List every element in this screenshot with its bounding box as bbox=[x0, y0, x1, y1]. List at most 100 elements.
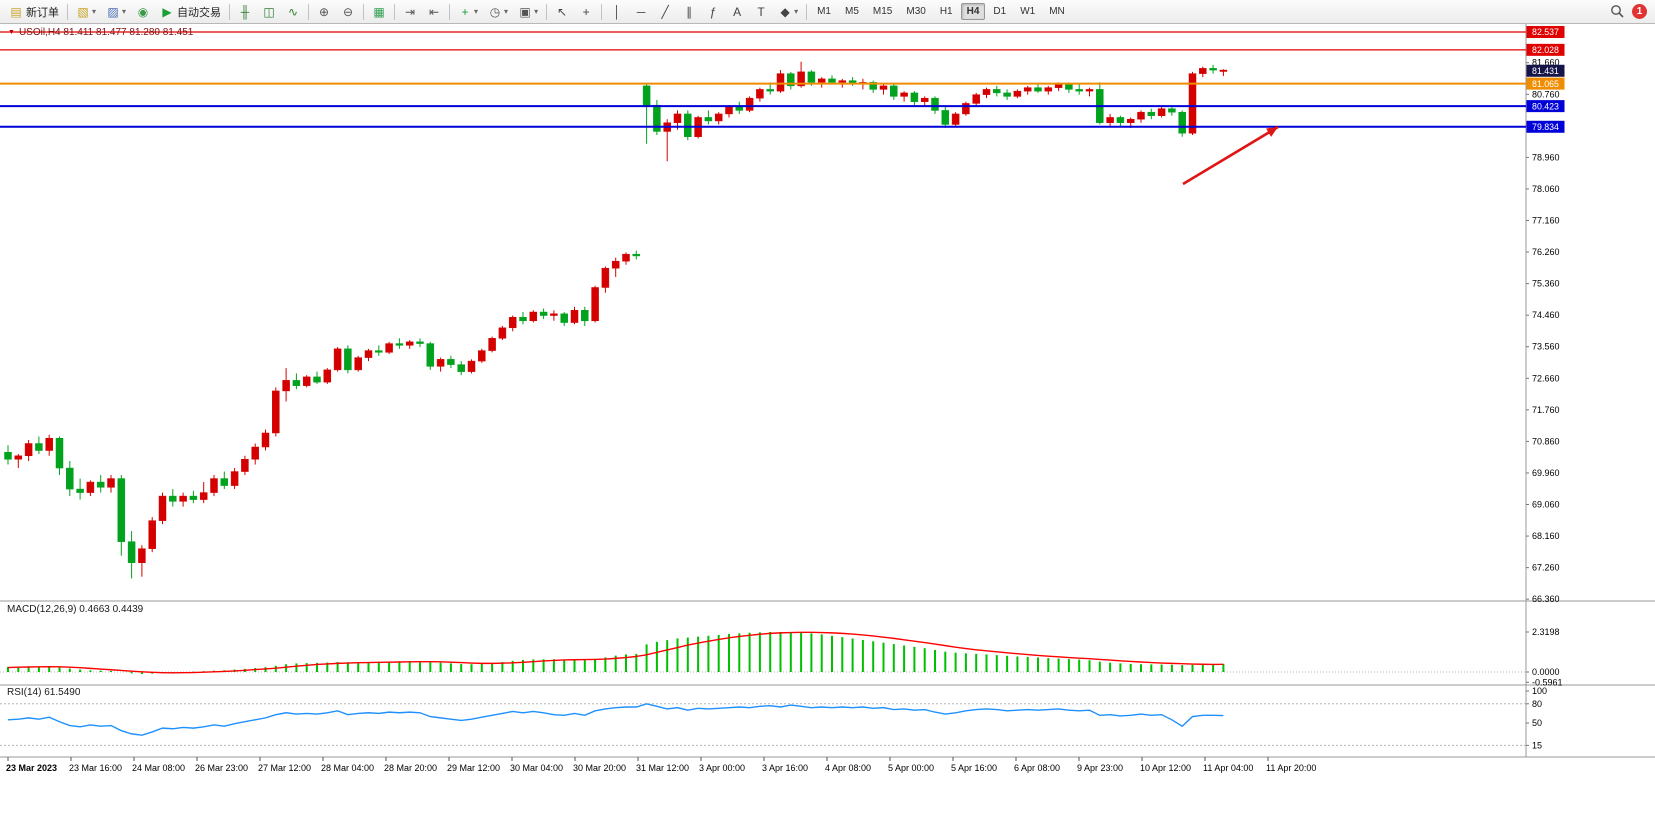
profiles-button[interactable]: ▨ ▾ bbox=[102, 1, 130, 23]
timeframe-h1-button[interactable]: H1 bbox=[939, 6, 953, 17]
new-chart-icon: ▧ bbox=[77, 4, 89, 19]
vertical-line-button[interactable]: │ bbox=[606, 1, 628, 23]
channel-button[interactable]: ∥ bbox=[678, 1, 700, 23]
arrow-annotation[interactable] bbox=[1182, 125, 1279, 186]
crosshair-button[interactable]: + bbox=[575, 1, 597, 23]
toolbar-separator bbox=[601, 3, 603, 20]
svg-text:82.537: 82.537 bbox=[1532, 27, 1559, 37]
chart-canvas[interactable]: 81.66080.76079.86078.96078.06077.16076.2… bbox=[0, 24, 1655, 828]
arrows-icon: ◆ bbox=[780, 4, 790, 19]
svg-text:3 Apr 00:00: 3 Apr 00:00 bbox=[699, 763, 745, 773]
svg-text:75.360: 75.360 bbox=[1532, 279, 1560, 289]
svg-text:69.960: 69.960 bbox=[1532, 468, 1560, 478]
svg-text:78.960: 78.960 bbox=[1532, 152, 1560, 162]
auto-trading-icon: ▶ bbox=[162, 4, 172, 19]
chevron-down-icon: ▾ bbox=[794, 7, 799, 16]
svg-text:71.760: 71.760 bbox=[1532, 405, 1560, 415]
chart-shift-button[interactable]: ⇤ bbox=[423, 1, 445, 23]
auto-scroll-icon: ⇥ bbox=[405, 4, 416, 19]
toolbar-separator bbox=[449, 3, 451, 20]
svg-text:80: 80 bbox=[1532, 699, 1542, 709]
fibonacci-button[interactable]: ƒ bbox=[702, 1, 724, 23]
svg-text:2.3198: 2.3198 bbox=[1532, 627, 1560, 637]
svg-text:73.560: 73.560 bbox=[1532, 342, 1560, 352]
svg-text:69.060: 69.060 bbox=[1532, 500, 1560, 510]
svg-text:72.660: 72.660 bbox=[1532, 373, 1560, 383]
templates-icon: ▣ bbox=[519, 4, 531, 19]
text-button[interactable]: A bbox=[726, 1, 748, 23]
timeframe-mn-button[interactable]: MN bbox=[1049, 6, 1065, 17]
auto-scroll-button[interactable]: ⇥ bbox=[399, 1, 421, 23]
tile-windows-button[interactable]: ▦ bbox=[368, 1, 390, 23]
periods-clock-button[interactable]: ◷ ▾ bbox=[484, 1, 512, 23]
timeframe-d1-button[interactable]: D1 bbox=[993, 6, 1007, 17]
horizontal-line-button[interactable]: ─ bbox=[630, 1, 652, 23]
svg-text:3 Apr 16:00: 3 Apr 16:00 bbox=[762, 763, 808, 773]
timeframe-m15-button[interactable]: M15 bbox=[872, 6, 893, 17]
rsi-panel: 100 80 50 15 bbox=[0, 686, 1547, 750]
text-icon: A bbox=[733, 4, 742, 19]
svg-text:74.460: 74.460 bbox=[1532, 310, 1560, 320]
svg-text:76.260: 76.260 bbox=[1532, 247, 1560, 257]
trendline-button[interactable]: ╱ bbox=[654, 1, 676, 23]
svg-text:5 Apr 00:00: 5 Apr 00:00 bbox=[888, 763, 934, 773]
svg-text:30 Mar 04:00: 30 Mar 04:00 bbox=[510, 763, 563, 773]
svg-text:79.834: 79.834 bbox=[1532, 122, 1559, 132]
chart-window: 81.66080.76079.86078.96078.06077.16076.2… bbox=[0, 24, 1655, 828]
macd-signal-line bbox=[7, 631, 1224, 674]
svg-text:66.360: 66.360 bbox=[1532, 594, 1560, 604]
svg-text:10 Apr 12:00: 10 Apr 12:00 bbox=[1140, 763, 1191, 773]
svg-text:9 Apr 23:00: 9 Apr 23:00 bbox=[1077, 763, 1123, 773]
line-chart-button[interactable]: ∿ bbox=[282, 1, 304, 23]
svg-text:-0.5961: -0.5961 bbox=[1532, 677, 1563, 687]
new-order-button[interactable]: ▤ 新订单 bbox=[5, 1, 63, 23]
timeframe-m5-button[interactable]: M5 bbox=[845, 6, 859, 17]
new-chart-button[interactable]: ▧ ▾ bbox=[72, 1, 100, 23]
svg-text:6 Apr 08:00: 6 Apr 08:00 bbox=[1014, 763, 1060, 773]
chevron-down-icon: ▾ bbox=[534, 7, 539, 16]
timeframe-m1-button[interactable]: M1 bbox=[817, 6, 831, 17]
templates-button[interactable]: ▣ ▾ bbox=[514, 1, 542, 23]
symbol-ohlc-text: USOil,H4 81.411 81.477 81.280 81.451 bbox=[18, 27, 194, 38]
macd-panel: 2.3198 0.0000-0.5961 bbox=[0, 627, 1563, 687]
svg-text:67.260: 67.260 bbox=[1532, 563, 1560, 573]
indicators-button[interactable]: + ▾ bbox=[454, 1, 482, 23]
rsi-indicator-label: RSI(14) 61.5490 bbox=[7, 687, 81, 698]
search-button[interactable] bbox=[1607, 4, 1628, 19]
indicators-icon: + bbox=[461, 4, 469, 19]
cursor-button[interactable]: ↖ bbox=[551, 1, 573, 23]
horizontal-line-icon: ─ bbox=[636, 4, 646, 19]
svg-text:30 Mar 20:00: 30 Mar 20:00 bbox=[573, 763, 626, 773]
svg-text:15: 15 bbox=[1532, 740, 1542, 750]
arrows-button[interactable]: ◆ ▾ bbox=[774, 1, 802, 23]
market-watch-icon: ◉ bbox=[137, 4, 149, 19]
notification-badge[interactable]: 1 bbox=[1632, 4, 1647, 19]
bar-chart-icon: ╫ bbox=[240, 4, 250, 19]
line-chart-icon: ∿ bbox=[288, 4, 299, 19]
label-button[interactable]: T bbox=[750, 1, 772, 23]
market-watch-button[interactable]: ◉ bbox=[132, 1, 154, 23]
timeframe-w1-button[interactable]: W1 bbox=[1020, 6, 1036, 17]
auto-trading-button[interactable]: ▶ 自动交易 bbox=[156, 1, 225, 23]
timeframe-m30-button[interactable]: M30 bbox=[906, 6, 926, 17]
candles bbox=[4, 61, 1228, 579]
main-toolbar: ▤ 新订单 ▧ ▾ ▨ ▾ ◉ ▶ 自动交易 ╫ ◫ ∿ ⊕ ⊖ ▦ ⇥ ⇤ + ▾ ◷ ▾ ▣ ▾ ↖ + │ ─ ╱ ∥ ƒ A T ◆ ▾ M… bbox=[0, 0, 1655, 24]
svg-text:81.431: 81.431 bbox=[1532, 66, 1559, 76]
timeframe-h4-button[interactable]: H4 bbox=[960, 3, 986, 20]
price-axis: 81.66080.76079.86078.96078.06077.16076.2… bbox=[1526, 58, 1560, 604]
one-click-trading-arrow-icon[interactable]: ▼ bbox=[8, 29, 15, 36]
svg-text:82.028: 82.028 bbox=[1532, 45, 1559, 55]
search-icon bbox=[1611, 5, 1624, 18]
toolbar-separator bbox=[308, 3, 310, 20]
trendline-icon: ╱ bbox=[661, 4, 669, 19]
zoom-in-button[interactable]: ⊕ bbox=[313, 1, 335, 23]
candlestick-chart-button[interactable]: ◫ bbox=[258, 1, 280, 23]
chevron-down-icon: ▾ bbox=[504, 7, 509, 16]
bar-chart-button[interactable]: ╫ bbox=[234, 1, 256, 23]
toolbar-separator bbox=[394, 3, 396, 20]
fibonacci-icon: ƒ bbox=[709, 4, 717, 19]
svg-text:68.160: 68.160 bbox=[1532, 531, 1560, 541]
zoom-in-icon: ⊕ bbox=[319, 4, 330, 19]
zoom-out-button[interactable]: ⊖ bbox=[337, 1, 359, 23]
svg-text:26 Mar 23:00: 26 Mar 23:00 bbox=[195, 763, 248, 773]
